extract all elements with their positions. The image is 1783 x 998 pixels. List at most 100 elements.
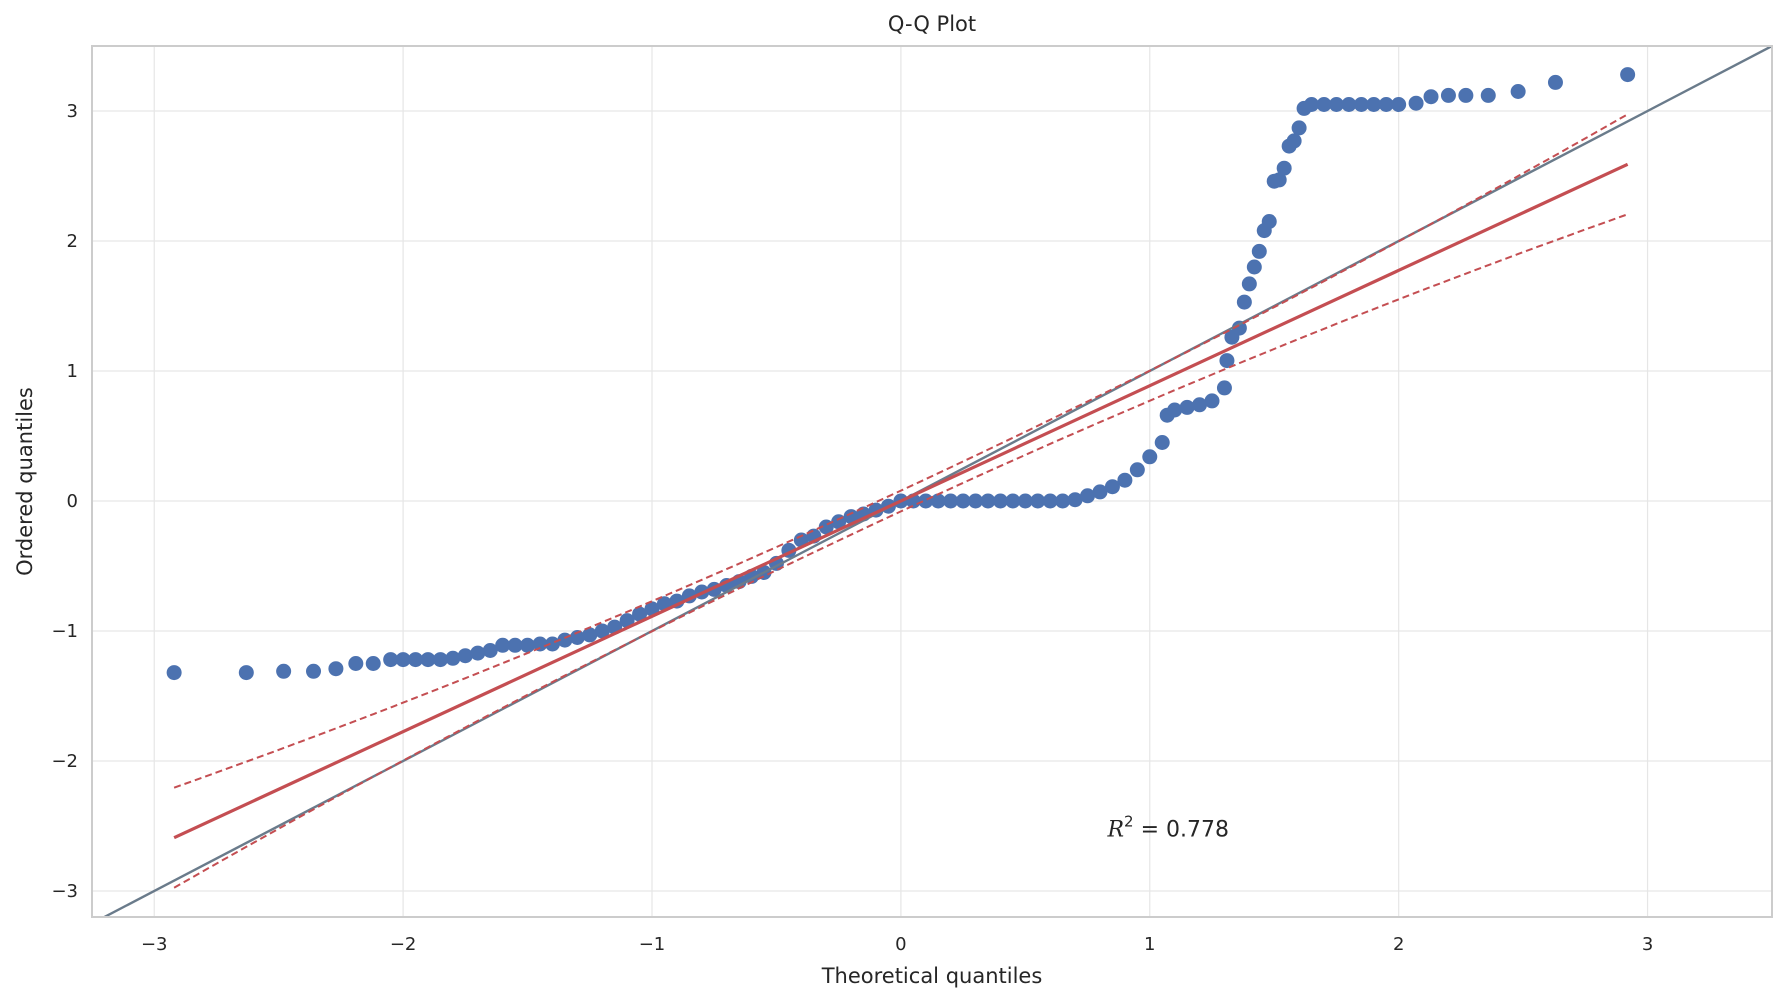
y-tick-label: 3 xyxy=(67,101,78,122)
data-point xyxy=(1204,393,1220,409)
data-point xyxy=(495,637,511,653)
data-point xyxy=(457,648,473,664)
data-point xyxy=(1378,97,1394,112)
data-point xyxy=(348,656,364,671)
data-point xyxy=(1067,492,1083,508)
data-point xyxy=(1291,120,1307,136)
x-tick-label: 1 xyxy=(1144,934,1155,955)
data-point xyxy=(1055,493,1071,509)
y-gridlines xyxy=(92,110,1772,892)
y-tick-label: −2 xyxy=(51,751,78,772)
data-point xyxy=(1316,97,1332,112)
y-tick-label: −1 xyxy=(51,621,78,642)
data-point xyxy=(1117,472,1133,488)
data-point xyxy=(1341,97,1357,112)
data-point xyxy=(1167,402,1183,418)
data-point xyxy=(238,665,254,681)
data-point xyxy=(1142,449,1158,465)
data-point xyxy=(420,652,436,668)
data-point xyxy=(1366,97,1382,112)
data-point xyxy=(544,636,560,652)
chart-title: Q-Q Plot xyxy=(888,12,976,36)
data-point xyxy=(482,643,498,658)
y-tick-label: 2 xyxy=(67,231,78,252)
data-point xyxy=(1328,97,1344,112)
y-tick-label: −3 xyxy=(51,881,78,902)
data-point xyxy=(383,652,399,668)
data-point xyxy=(1423,89,1439,105)
data-point xyxy=(1620,67,1636,83)
data-point xyxy=(1192,397,1208,413)
data-point xyxy=(1080,488,1096,504)
data-point xyxy=(532,636,548,652)
x-tick-label: 0 xyxy=(895,934,906,955)
data-point xyxy=(1286,133,1302,149)
y-axis-label: Ordered quantiles xyxy=(13,387,37,576)
data-point xyxy=(1246,259,1262,275)
data-point xyxy=(395,652,411,668)
data-point xyxy=(1236,294,1252,310)
data-point xyxy=(1276,160,1292,176)
x-gridlines xyxy=(153,46,1649,917)
r-squared-exponent: 2 xyxy=(1124,813,1134,831)
data-point xyxy=(1129,462,1145,478)
y-tick-labels: −3 −2 −1 0 1 2 3 xyxy=(51,101,78,902)
x-axis-label: Theoretical quantiles xyxy=(821,964,1043,988)
data-point xyxy=(1304,97,1320,112)
data-point xyxy=(1030,493,1046,509)
data-point xyxy=(432,652,448,668)
data-point xyxy=(1216,380,1232,396)
plot-frame xyxy=(91,45,1773,918)
lower-confidence-band xyxy=(173,213,1628,889)
data-point xyxy=(980,493,996,509)
data-point xyxy=(1408,95,1424,111)
data-point xyxy=(569,630,585,645)
data-point xyxy=(1092,484,1108,500)
data-point xyxy=(1241,276,1257,292)
r-squared-value: = 0.778 xyxy=(1134,818,1229,843)
data-point xyxy=(1271,172,1287,188)
x-tick-label: −3 xyxy=(141,934,168,955)
data-point xyxy=(930,493,946,509)
data-point xyxy=(276,663,292,679)
data-point xyxy=(1480,87,1496,103)
data-point xyxy=(1042,493,1058,509)
data-point xyxy=(1219,353,1235,369)
data-point xyxy=(843,509,859,525)
data-point xyxy=(306,663,322,679)
data-point xyxy=(968,493,984,509)
data-point xyxy=(1005,493,1021,509)
data-point xyxy=(1510,84,1526,99)
data-point xyxy=(470,645,486,661)
upper-confidence-band xyxy=(173,113,1629,789)
data-point xyxy=(1017,493,1033,509)
data-point xyxy=(408,652,424,668)
data-point xyxy=(1440,87,1456,103)
data-point xyxy=(507,637,523,653)
data-point xyxy=(1261,214,1277,229)
data-point xyxy=(992,493,1008,509)
data-point xyxy=(594,623,610,639)
data-point xyxy=(1391,97,1407,112)
data-point xyxy=(328,661,344,677)
data-point xyxy=(1458,87,1474,103)
x-tick-label: −1 xyxy=(639,934,666,955)
data-point xyxy=(1251,243,1267,259)
x-tick-labels: −3 −2 −1 0 1 2 3 xyxy=(141,934,1653,955)
plot-area xyxy=(101,46,1772,917)
x-tick-label: 2 xyxy=(1393,934,1404,955)
r-squared-symbol: R xyxy=(1106,818,1124,843)
data-point xyxy=(955,493,971,509)
y-tick-label: 0 xyxy=(67,491,78,512)
data-point xyxy=(644,601,660,617)
data-point xyxy=(1231,320,1247,336)
data-point xyxy=(1154,435,1170,450)
x-tick-label: −2 xyxy=(390,934,417,955)
data-point xyxy=(445,650,461,666)
data-point xyxy=(1104,479,1120,495)
data-point xyxy=(166,665,182,681)
data-point xyxy=(520,637,536,653)
r-squared-annotation: R2 = 0.778 xyxy=(1106,813,1229,843)
